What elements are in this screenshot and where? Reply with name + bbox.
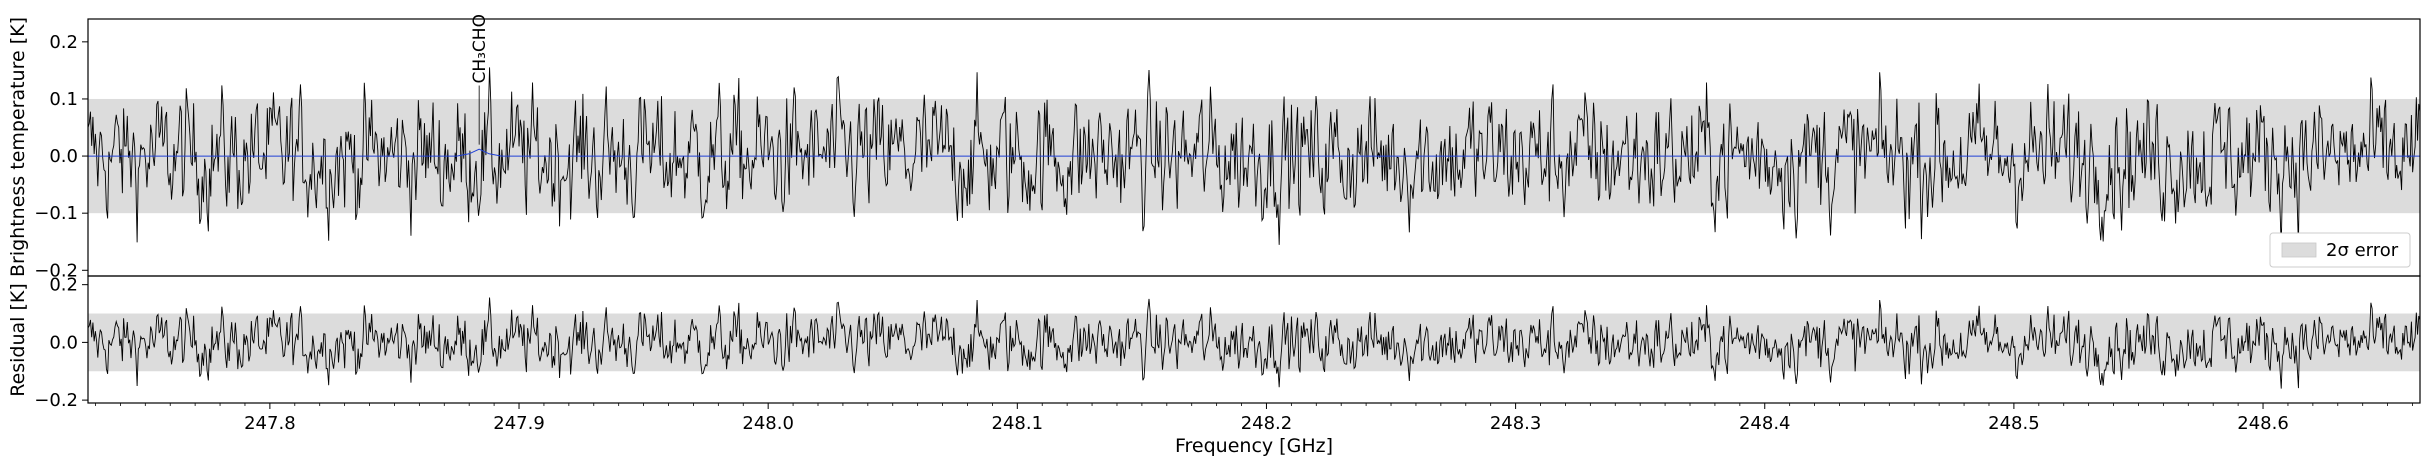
annotation-ch3cho: CH₃CHO — [470, 14, 490, 84]
x-tick-label: 248.3 — [1490, 413, 1542, 434]
legend-box — [2269, 232, 2411, 268]
x-tick-label: 248.0 — [742, 413, 794, 434]
legend-label: 2σ error — [2326, 240, 2399, 261]
x-tick-label: 248.2 — [1241, 413, 1293, 434]
legend: 2σ error — [2269, 232, 2411, 268]
spectrum-model-line — [88, 148, 2420, 157]
residual-y-ticks: −0.2 0.0 0.2 — [34, 275, 88, 411]
x-tick-label: 248.5 — [1988, 413, 2040, 434]
legend-swatch — [2281, 242, 2317, 258]
residual-y-tick-label: 0.0 — [49, 332, 78, 353]
residual-y-axis-label: Residual [K] — [7, 283, 29, 397]
spectrum-y-tick-label: 0.0 — [49, 146, 78, 167]
residual-panel: −0.2 0.0 0.2 247.8 247.9 248.0 248.1 248.2 248.… — [7, 275, 2421, 457]
residual-axes-frame — [87, 275, 2421, 404]
x-axis-label: Frequency [GHz] — [1175, 435, 1333, 457]
spectrum-y-tick-label: 0.2 — [49, 32, 78, 53]
x-tick-label: 248.4 — [1739, 413, 1791, 434]
spectrum-y-tick-label: −0.2 — [34, 260, 78, 281]
residual-y-tick-label: 0.2 — [49, 275, 78, 296]
spectrum-panel: −0.2 −0.1 0.0 0.1 0.2 CH₃CHO 2σ error Bright… — [7, 14, 2421, 281]
x-tick-label: 247.8 — [244, 413, 296, 434]
x-tick-label: 248.6 — [2237, 413, 2289, 434]
spectrum-y-tick-label: 0.1 — [49, 89, 78, 110]
spectrum-y-tick-label: −0.1 — [34, 203, 78, 224]
x-tick-label: 247.9 — [493, 413, 545, 434]
x-tick-label: 248.1 — [992, 413, 1044, 434]
spectrum-y-ticks: −0.2 −0.1 0.0 0.1 0.2 — [34, 32, 88, 281]
spectrum-observed-line — [87, 67, 2421, 248]
x-ticks: 247.8 247.9 248.0 248.1 248.2 248.3 248.4 248.5… — [95, 403, 2413, 434]
spectrum-y-axis-label: Brightness temperature [K] — [7, 17, 29, 277]
residual-y-tick-label: −0.2 — [34, 390, 78, 411]
residual-line — [87, 297, 2421, 389]
